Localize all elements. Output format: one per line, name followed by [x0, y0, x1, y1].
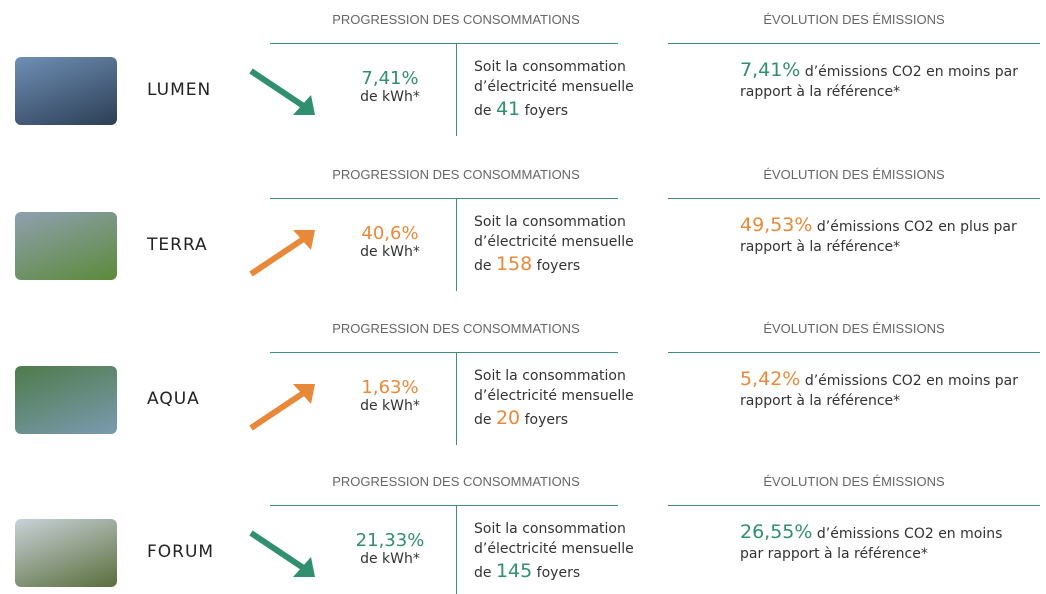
consumption-value: 40,6% [340, 225, 440, 243]
divider [456, 505, 457, 594]
site-row: PROGRESSION DES CONSOMMATIONS ÉVOLUTION D… [0, 0, 1046, 154]
consumption-value: 7,41% [340, 70, 440, 88]
consumption-header: PROGRESSION DES CONSOMMATIONS [270, 474, 642, 489]
emissions-header: ÉVOLUTION DES ÉMISSIONS [668, 167, 1040, 182]
emissions: 49,53% d’émissions CO2 en plus par rappo… [740, 215, 1030, 257]
consumption: 40,6%de kWh* [340, 225, 440, 261]
households-line: de 20 foyers [474, 408, 664, 430]
households-line: de 145 foyers [474, 561, 664, 583]
households: Soit la consommation d’électricité mensu… [474, 519, 664, 583]
divider [668, 352, 1040, 353]
households-prefix: de [474, 412, 492, 428]
page: PROGRESSION DES CONSOMMATIONS ÉVOLUTION D… [0, 0, 1046, 594]
households-suffix: foyers [525, 412, 568, 428]
emissions: 26,55% d’émissions CO2 en moins par rapp… [740, 522, 1030, 564]
households-value: 158 [496, 253, 532, 275]
households-line: de 41 foyers [474, 99, 664, 121]
emissions: 5,42% d’émissions CO2 en moins par rappo… [740, 369, 1030, 411]
divider [456, 352, 457, 445]
site-photo [15, 519, 117, 587]
emissions: 7,41% d’émissions CO2 en moins par rappo… [740, 60, 1030, 102]
site-name: AQUA [147, 389, 200, 409]
site-row: PROGRESSION DES CONSOMMATIONS ÉVOLUTION D… [0, 155, 1046, 309]
households-prefix: de [474, 103, 492, 119]
trend-arrow [245, 220, 325, 280]
site-photo [15, 57, 117, 125]
site-name: TERRA [147, 235, 208, 255]
site-row: PROGRESSION DES CONSOMMATIONS ÉVOLUTION D… [0, 309, 1046, 463]
households-value: 20 [496, 407, 520, 429]
households-prefix: de [474, 565, 492, 581]
divider [456, 198, 457, 291]
divider [270, 505, 618, 506]
households: Soit la consommation d’électricité mensu… [474, 57, 664, 121]
site-name: LUMEN [147, 80, 211, 100]
emissions-value: 49,53% [740, 214, 812, 236]
households-text: Soit la consommation d’électricité mensu… [474, 366, 664, 406]
divider [668, 505, 1040, 506]
households-suffix: foyers [537, 258, 580, 274]
households: Soit la consommation d’électricité mensu… [474, 212, 664, 276]
emissions-header: ÉVOLUTION DES ÉMISSIONS [668, 321, 1040, 336]
consumption-header: PROGRESSION DES CONSOMMATIONS [270, 167, 642, 182]
site-photo [15, 366, 117, 434]
divider [270, 198, 618, 199]
households-text: Soit la consommation d’électricité mensu… [474, 57, 664, 97]
households-text: Soit la consommation d’électricité mensu… [474, 212, 664, 252]
site-photo [15, 212, 117, 280]
consumption-unit: de kWh* [360, 551, 420, 567]
households-suffix: foyers [525, 103, 568, 119]
divider [668, 198, 1040, 199]
divider [668, 43, 1040, 44]
consumption-header: PROGRESSION DES CONSOMMATIONS [270, 12, 642, 27]
consumption: 21,33%de kWh* [340, 532, 440, 568]
households: Soit la consommation d’électricité mensu… [474, 366, 664, 430]
households-line: de 158 foyers [474, 254, 664, 276]
households-prefix: de [474, 258, 492, 274]
divider [270, 43, 618, 44]
consumption-header: PROGRESSION DES CONSOMMATIONS [270, 321, 642, 336]
emissions-header: ÉVOLUTION DES ÉMISSIONS [668, 12, 1040, 27]
households-value: 145 [496, 560, 532, 582]
consumption-value: 21,33% [340, 532, 440, 550]
emissions-value: 26,55% [740, 521, 812, 543]
consumption-unit: de kWh* [360, 89, 420, 105]
site-name: FORUM [147, 542, 214, 562]
divider [456, 43, 457, 136]
site-row: PROGRESSION DES CONSOMMATIONS ÉVOLUTION D… [0, 462, 1046, 594]
consumption: 7,41%de kWh* [340, 70, 440, 106]
trend-arrow [245, 65, 325, 125]
trend-arrow [245, 527, 325, 587]
households-text: Soit la consommation d’électricité mensu… [474, 519, 664, 559]
trend-arrow [245, 374, 325, 434]
consumption-unit: de kWh* [360, 244, 420, 260]
consumption-value: 1,63% [340, 379, 440, 397]
emissions-value: 7,41% [740, 59, 800, 81]
households-suffix: foyers [537, 565, 580, 581]
emissions-value: 5,42% [740, 368, 800, 390]
households-value: 41 [496, 98, 520, 120]
divider [270, 352, 618, 353]
consumption-unit: de kWh* [360, 398, 420, 414]
emissions-header: ÉVOLUTION DES ÉMISSIONS [668, 474, 1040, 489]
consumption: 1,63%de kWh* [340, 379, 440, 415]
